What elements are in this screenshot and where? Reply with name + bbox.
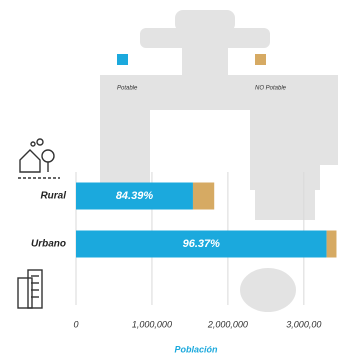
y-tick-label: Rural <box>40 191 66 202</box>
share-label: 96.37% <box>183 238 221 250</box>
legend-swatch <box>255 54 266 65</box>
bar-segment <box>192 182 215 210</box>
legend-swatch <box>117 54 128 65</box>
rural-icon <box>18 138 60 179</box>
x-tick-label: 3,000,00 <box>286 319 321 329</box>
bar-segment <box>76 182 193 210</box>
faucet-background <box>100 10 338 312</box>
x-tick-label: 2,000,000 <box>207 319 248 329</box>
bar-segment <box>326 230 337 258</box>
x-tick-label: 0 <box>73 319 78 329</box>
x-tick-label: 1,000,000 <box>132 319 172 329</box>
urban-icon <box>17 269 43 309</box>
bars <box>76 182 337 258</box>
x-axis-label: Población <box>174 344 218 354</box>
y-tick-label: Urbano <box>31 239 66 250</box>
bar-segment <box>76 230 327 258</box>
share-label: 84.39% <box>116 190 154 202</box>
legend-label: Potable <box>117 86 138 92</box>
legend-label: NO Potable <box>255 86 287 92</box>
